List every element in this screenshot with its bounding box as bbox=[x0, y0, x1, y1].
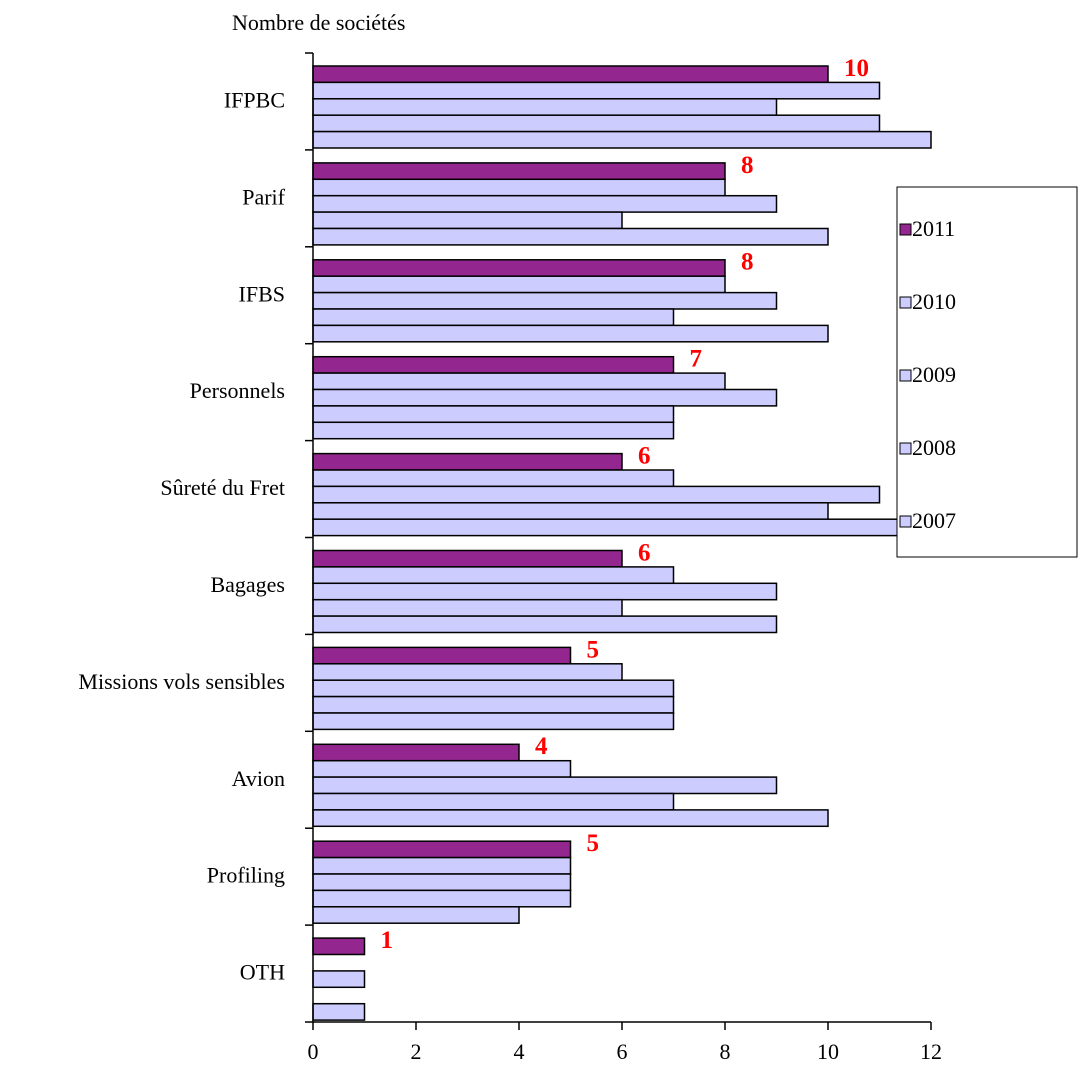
x-tick-label: 6 bbox=[617, 1039, 628, 1064]
x-tick-label: 10 bbox=[817, 1039, 839, 1064]
legend-label: 2008 bbox=[912, 435, 956, 460]
bar bbox=[312, 421, 675, 440]
bar bbox=[312, 259, 726, 277]
bar bbox=[312, 615, 778, 634]
bar bbox=[312, 518, 932, 537]
bar bbox=[312, 81, 881, 100]
bar bbox=[312, 873, 572, 892]
legend-swatch bbox=[899, 369, 912, 382]
x-tick-label: 12 bbox=[920, 1039, 942, 1064]
bar bbox=[312, 194, 778, 213]
bar bbox=[312, 178, 726, 197]
x-tick-label: 8 bbox=[720, 1039, 731, 1064]
data-label: 8 bbox=[741, 249, 754, 276]
bar bbox=[312, 65, 829, 84]
bar bbox=[312, 679, 675, 698]
bar bbox=[312, 485, 881, 504]
bar bbox=[312, 759, 572, 778]
data-label: 8 bbox=[741, 152, 754, 179]
bar bbox=[312, 840, 572, 859]
data-label: 5 bbox=[587, 636, 600, 663]
bar bbox=[312, 388, 778, 407]
x-tick-label: 4 bbox=[514, 1039, 525, 1064]
bar bbox=[312, 937, 366, 956]
bar bbox=[312, 743, 520, 762]
data-label: 10 bbox=[844, 55, 869, 82]
bar bbox=[312, 324, 829, 343]
data-label: 6 bbox=[638, 539, 651, 566]
y-tick-label: Bagages bbox=[210, 572, 285, 597]
legend-swatch bbox=[899, 223, 912, 236]
data-label: 7 bbox=[690, 346, 703, 373]
bar bbox=[312, 291, 778, 310]
bar bbox=[312, 712, 675, 731]
bar bbox=[312, 889, 572, 908]
bar bbox=[312, 646, 572, 665]
bar bbox=[312, 405, 675, 424]
data-label: 1 bbox=[381, 927, 394, 954]
legend-label: 2010 bbox=[912, 289, 956, 314]
bar bbox=[312, 114, 881, 133]
y-tick-label: Sûreté du Fret bbox=[160, 475, 285, 500]
bar bbox=[312, 598, 623, 617]
y-tick-label: Avion bbox=[232, 766, 285, 791]
y-tick-label: IFPBC bbox=[224, 87, 285, 112]
bar bbox=[312, 98, 778, 116]
bar bbox=[312, 211, 623, 230]
bar bbox=[312, 130, 932, 149]
bar bbox=[312, 695, 675, 714]
bar bbox=[312, 792, 675, 811]
bar bbox=[312, 162, 726, 181]
y-tick-label: OTH bbox=[240, 960, 285, 985]
y-tick-label: Parif bbox=[242, 184, 285, 209]
data-label: 6 bbox=[638, 443, 651, 470]
axis-label: Nombre de sociétés bbox=[232, 10, 406, 35]
data-label: 5 bbox=[587, 830, 600, 857]
y-tick-label: Personnels bbox=[190, 378, 285, 403]
bar bbox=[312, 663, 623, 681]
bar bbox=[312, 227, 829, 246]
bar bbox=[312, 566, 675, 585]
bar bbox=[312, 856, 572, 875]
bar bbox=[312, 275, 726, 294]
legend-label: 2009 bbox=[912, 362, 956, 387]
legend-swatch bbox=[899, 515, 912, 528]
bar bbox=[312, 906, 520, 924]
bar bbox=[312, 452, 623, 471]
bar bbox=[312, 355, 675, 374]
bar bbox=[312, 469, 675, 488]
y-tick-label: IFBS bbox=[239, 281, 285, 306]
legend-swatch bbox=[899, 442, 912, 455]
bar bbox=[312, 549, 623, 568]
bar bbox=[312, 372, 726, 391]
legend-label: 2007 bbox=[912, 508, 956, 533]
x-tick-label: 2 bbox=[411, 1039, 422, 1064]
bar bbox=[312, 776, 778, 795]
bar bbox=[312, 970, 366, 989]
bar bbox=[312, 1002, 366, 1021]
legend-label: 2011 bbox=[912, 216, 955, 241]
bar bbox=[312, 809, 829, 828]
bar bbox=[312, 308, 675, 327]
bar bbox=[312, 582, 778, 601]
x-tick-label: 0 bbox=[308, 1039, 319, 1064]
bar bbox=[312, 502, 829, 520]
legend-box bbox=[896, 186, 1078, 558]
y-tick-label: Profiling bbox=[207, 863, 285, 888]
legend-swatch bbox=[899, 296, 912, 309]
data-label: 4 bbox=[535, 733, 548, 760]
y-tick-label: Missions vols sensibles bbox=[78, 669, 285, 694]
